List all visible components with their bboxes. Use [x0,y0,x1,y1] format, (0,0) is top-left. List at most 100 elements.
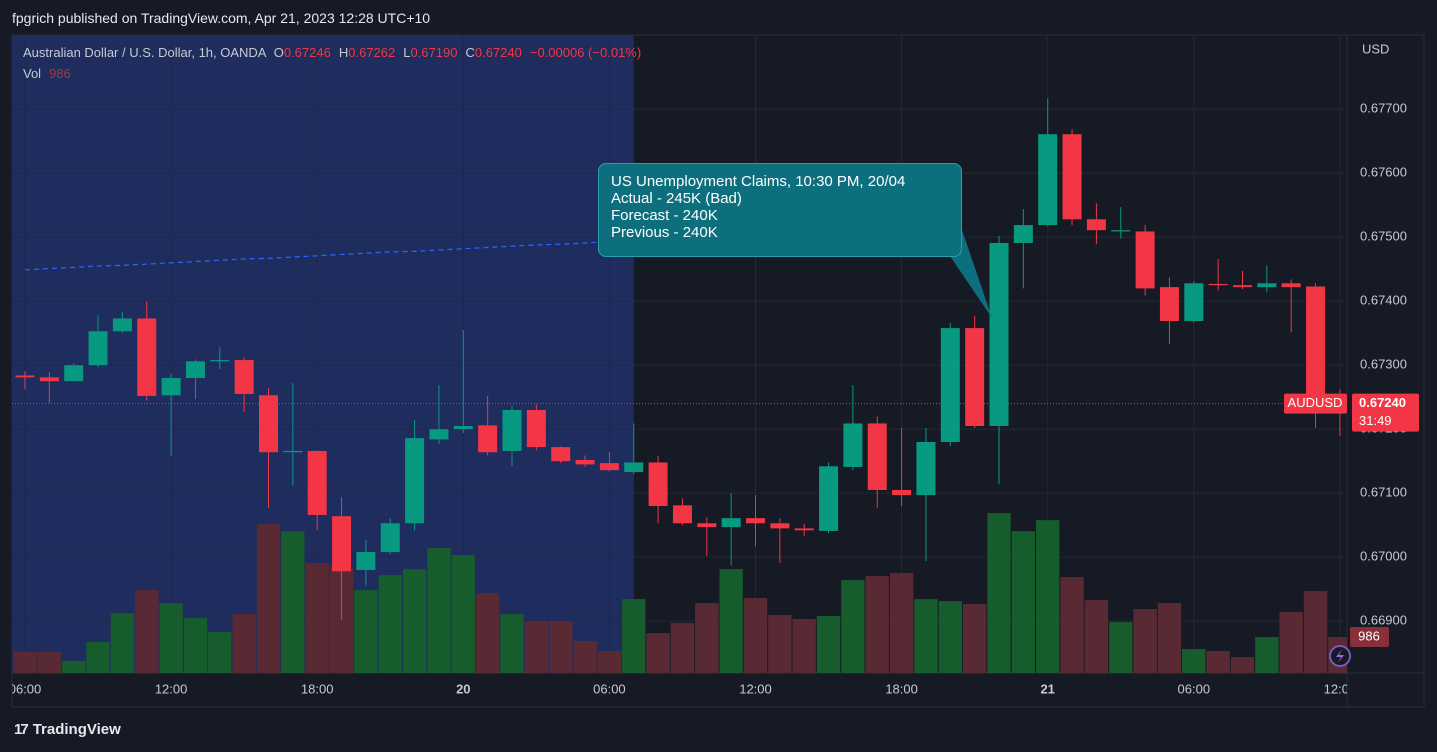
volume-bar [305,563,329,673]
candle-body [137,318,157,396]
candle-body [965,328,985,426]
high-label: H [338,45,349,60]
candle-body [648,462,668,506]
volume-bar [232,614,256,673]
volume-bar [378,575,402,673]
high-value: 0.67262 [348,45,396,60]
open-label: O [273,45,284,60]
volume-bar [743,598,768,673]
volume-bar [889,573,914,673]
candle-body [161,377,181,396]
volume-bar [329,567,354,673]
candle-body [916,441,936,496]
candle-body [1111,230,1131,232]
volume-bar [427,548,451,673]
candle-body [502,409,522,451]
low-value: 0.67190 [410,45,458,60]
candle-body [575,459,595,465]
y-tick-label: 0.67000 [1360,549,1407,564]
volume-bar [549,621,573,673]
candle-body [819,466,839,531]
candle-body [259,395,278,453]
vol-value: 986 [49,66,71,81]
candle-body [1281,283,1301,288]
volume-bar [841,580,865,673]
price-tag-label: 0.67240 [1359,395,1406,410]
volume-bar [110,613,135,673]
candle-body [1013,225,1033,243]
candle-body [989,242,1009,426]
candle-body [405,438,425,524]
volume-bar [987,513,1011,673]
candle-body [283,450,303,453]
candle-body [551,447,571,462]
callout-line: Previous - 240K [611,224,718,241]
callout-line: Actual - 245K (Bad) [611,190,742,207]
candle-body [624,462,644,473]
x-tick-label: 12:00 [1324,681,1357,696]
candle-body [1135,231,1155,289]
countdown-label: 31:49 [1359,413,1392,428]
volume-bar [500,614,524,673]
open-value: 0.67246 [283,45,331,60]
brand: 17 TradingView [14,721,121,738]
low-label: L [403,45,411,60]
volume-bar [1279,612,1303,673]
volume-bar [1084,600,1109,673]
volume-bar [816,616,841,673]
volume-bar [1157,603,1182,673]
x-tick-label: 06:00 [1178,681,1211,696]
candle-body [1086,219,1106,231]
candle-body [892,489,912,496]
volume-bar [646,633,670,673]
alert-bolt [1336,649,1344,663]
volume-bar [256,524,281,673]
y-tick-label: 0.67300 [1360,357,1407,372]
volume-bar [402,569,427,673]
candle-body [39,377,59,382]
volume-bar [1109,622,1133,673]
candle-body [940,328,960,442]
vol-label: Vol [23,66,42,81]
candle-body [15,375,35,378]
volume-bar [1182,649,1206,673]
candle-body [64,365,84,382]
volume-bar [37,652,62,673]
x-tick-label: 18:00 [301,681,334,696]
volume-bar [1011,531,1036,673]
candle-body [234,360,254,394]
candle-body [307,450,327,515]
candle-body [478,425,498,453]
volume-bar [1133,609,1157,673]
candle-body [526,409,546,448]
candle-body [429,429,449,440]
candle-body [867,423,887,490]
candle-body [356,552,376,570]
x-tick-label: 12:00 [739,681,772,696]
volume-bar [281,531,305,673]
x-tick-label: 06:00 [9,681,42,696]
candle-body [112,318,132,332]
close-value: 0.67240 [474,45,522,60]
candle-body [1184,283,1204,322]
volume-tag-label: 986 [1358,628,1380,643]
candle-body [1038,134,1058,226]
volume-tag [1350,627,1389,648]
volume-bar [962,604,987,673]
x-tick-label: 18:00 [885,681,918,696]
volume-bar [719,569,743,673]
volume-bar [524,621,549,673]
y-tick-label: 0.67700 [1360,101,1407,116]
volume-bar [865,576,889,673]
candle-body [332,516,352,572]
volume-bar [183,618,208,673]
currency-label: USD [1362,41,1389,56]
volume-bar [695,603,719,673]
volume-bar [208,632,232,673]
volume-bar [354,590,378,673]
volume-bar [914,599,938,673]
candle-body [185,361,205,378]
y-tick-label: 0.67400 [1360,293,1407,308]
symbol-tag-label: AUDUSD [1288,395,1343,410]
